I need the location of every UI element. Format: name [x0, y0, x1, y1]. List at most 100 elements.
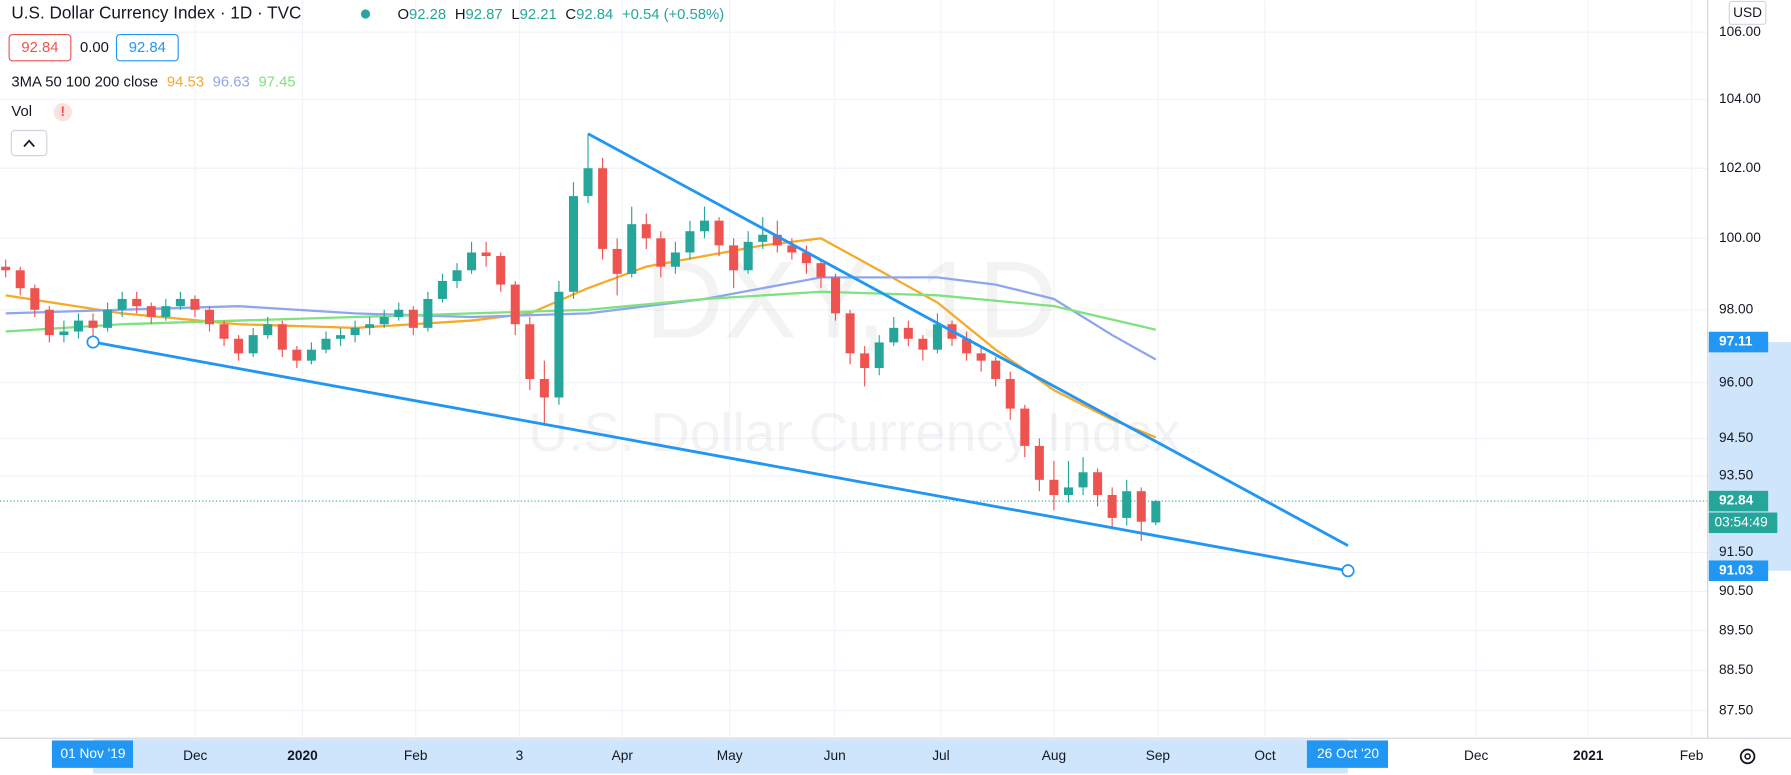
candle-body [612, 248, 622, 274]
candle-body [1078, 472, 1088, 488]
candle-body [496, 256, 506, 285]
trend-line-handle [86, 335, 100, 349]
candle-body [408, 309, 418, 328]
candle-body [816, 263, 826, 278]
ask-box[interactable] [115, 33, 179, 62]
candle-body [656, 238, 666, 267]
caret-icon [23, 139, 35, 148]
candle-body [146, 306, 156, 317]
y-tick-label: 100.00 [1719, 230, 1761, 245]
candle-body [277, 324, 287, 350]
price-label-box [1708, 331, 1769, 353]
candle-body [103, 309, 113, 328]
warning-badge[interactable] [53, 103, 72, 122]
candle-body [903, 327, 913, 339]
ohlc-label: C [565, 7, 576, 23]
candle-body [874, 342, 884, 368]
candle-body [117, 298, 127, 310]
y-tick-label: 89.50 [1719, 622, 1754, 637]
candle-body [743, 241, 753, 271]
ohlc-label: O [397, 7, 409, 23]
last-price-label: 92.84 [1719, 493, 1754, 508]
time-label-box [1306, 740, 1388, 768]
candle-body [234, 338, 244, 354]
x-tick-label: 2021 [1573, 748, 1604, 763]
candle-body [670, 252, 680, 267]
y-tick-label: 104.00 [1719, 91, 1761, 106]
collapse-button[interactable] [10, 129, 48, 157]
candle-body [44, 309, 54, 336]
x-tick-label: Dec [183, 748, 207, 763]
candle-body [1005, 379, 1015, 409]
time-label: 01 Nov '19 [61, 746, 126, 761]
candle-body [772, 234, 782, 246]
candle-body [1, 266, 11, 271]
candle-body [1049, 479, 1059, 496]
moving-average [5, 237, 1157, 439]
ask: 92.84 [129, 40, 166, 56]
candle-body [1122, 491, 1132, 518]
candle-body [568, 196, 578, 292]
symbol-title: U.S. Dollar Currency Index · 1D · TVC [11, 3, 301, 23]
candle-body [1107, 495, 1117, 518]
ma-value: 96.63 [213, 74, 250, 90]
price-label: 91.03 [1719, 562, 1754, 577]
candle-body [510, 284, 520, 325]
close-value: 92.84 [576, 7, 613, 23]
low-value: 92.21 [520, 7, 557, 23]
trend-line-handle [1341, 564, 1355, 578]
ma-value: 97.45 [258, 74, 295, 90]
price-label-box [1708, 560, 1769, 582]
candle-body [292, 349, 302, 361]
candle-body [1034, 445, 1044, 480]
candle-body [641, 224, 651, 239]
settings-button[interactable] [1739, 748, 1756, 765]
time-label: 26 Oct '20 [1317, 746, 1379, 761]
candle-body [88, 320, 98, 328]
candle-body [452, 270, 462, 282]
candle-body [350, 327, 360, 336]
time-range-highlight [93, 739, 1349, 774]
candle-body [787, 245, 797, 253]
status-dot [360, 9, 371, 19]
candle-body [976, 353, 986, 361]
candle-body [394, 309, 404, 317]
currency-button[interactable] [1728, 0, 1767, 25]
plot-area [0, 132, 1708, 578]
x-tick-label: 3 [516, 748, 524, 763]
countdown: 03:54:49 [1714, 514, 1767, 529]
last-price-box [1708, 490, 1769, 512]
candle-body [1093, 472, 1103, 496]
candle-body [889, 327, 899, 343]
x-tick-label: Apr [612, 748, 634, 763]
candle-body [379, 316, 389, 325]
candle-body [1151, 501, 1161, 523]
x-tick-label: May [717, 748, 743, 763]
candle-body [321, 338, 331, 350]
candle-body [598, 168, 608, 249]
x-tick-label: Jul [932, 748, 950, 763]
candle-body [758, 234, 768, 242]
candle-body [175, 298, 185, 307]
watermark-description: U.S. Dollar Currency Index [528, 401, 1180, 463]
candle-body [525, 324, 535, 380]
candle-body [583, 168, 593, 197]
gear-icon [1739, 748, 1756, 765]
moving-average [5, 290, 1157, 333]
grid [0, 0, 1708, 738]
y-tick-label: 88.50 [1719, 662, 1754, 677]
y-tick-label: 102.00 [1719, 160, 1761, 175]
volume-label: Vol [11, 104, 32, 120]
candle-body [932, 324, 942, 350]
high-value: 92.87 [466, 7, 503, 23]
candle-body [437, 281, 447, 299]
price-label: 97.11 [1719, 334, 1753, 349]
candle-body [30, 288, 40, 310]
ohlc: O92.28 H92.87 L92.21 C92.84 +0.54 (+0.58… [397, 7, 724, 23]
candle-body [423, 298, 433, 328]
candle-body [1136, 491, 1146, 522]
gear-hub [1744, 753, 1751, 760]
ma-value: 94.53 [167, 74, 204, 90]
bid-box[interactable] [8, 33, 72, 62]
